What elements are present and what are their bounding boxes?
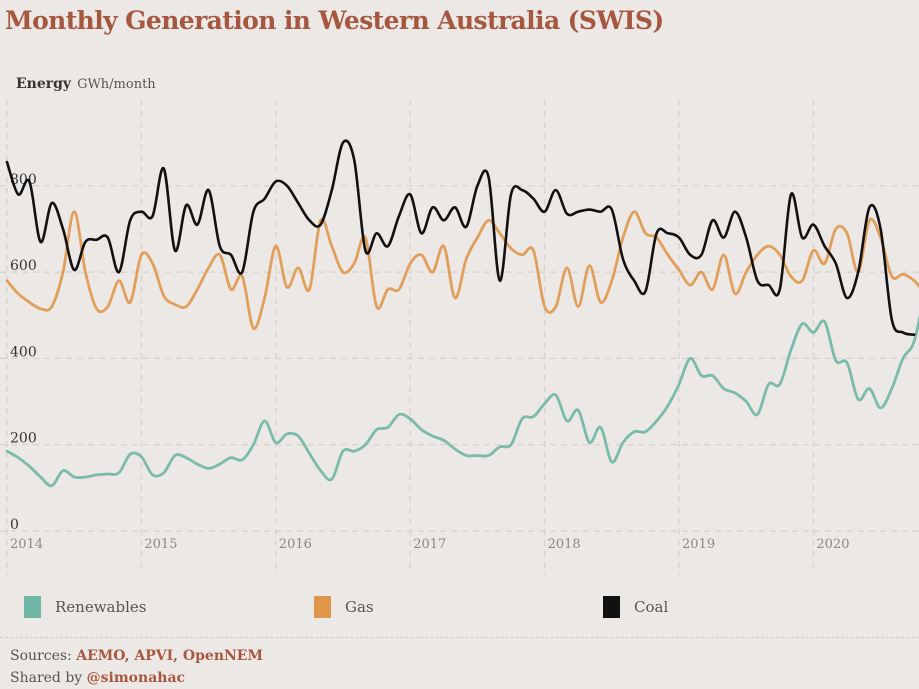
legend-item-coal[interactable]: Coal	[603, 596, 668, 618]
legend-item-gas[interactable]: Gas	[314, 596, 374, 618]
chart-title: Monthly Generation in Western Australia …	[5, 6, 664, 35]
footer-divider	[0, 637, 919, 638]
sources-line: Sources: AEMO, APVI, OpenNEM	[10, 648, 263, 664]
y-tick-label: 600	[10, 258, 37, 274]
x-tick-label: 2014	[10, 537, 43, 552]
legend-label-renewables: Renewables	[55, 598, 147, 616]
sources-prefix: Sources:	[10, 648, 77, 664]
x-tick-labels: 2014 2015 2016 2017 2018 2019 2020	[10, 537, 849, 552]
x-tick-label: 2015	[144, 537, 177, 552]
x-tick-label: 2020	[816, 537, 849, 552]
legend: Renewables Gas Coal	[0, 596, 919, 626]
series-line-gas	[5, 210, 919, 330]
legend-item-renewables[interactable]: Renewables	[24, 596, 146, 618]
x-tick-label: 2018	[548, 537, 581, 552]
series-lines	[5, 139, 919, 488]
shared-handle[interactable]: @simonahac	[86, 670, 186, 686]
legend-label-gas: Gas	[345, 598, 374, 616]
shared-prefix: Shared by	[10, 670, 87, 686]
y-axis-label: Energy	[16, 76, 72, 92]
x-tick-label: 2016	[279, 537, 312, 552]
legend-swatch-coal	[603, 596, 620, 618]
legend-label-coal: Coal	[634, 598, 669, 616]
legend-swatch-renewables	[24, 596, 41, 618]
x-tick-label: 2017	[413, 537, 446, 552]
y-tick-label: 0	[10, 517, 19, 533]
x-tick-label: 2019	[682, 537, 715, 552]
series-line-renewables	[5, 314, 919, 488]
y-axis-title: Energy GWh/month	[16, 73, 156, 92]
y-tick-label: 200	[10, 431, 37, 447]
y-axis-unit: GWh/month	[77, 77, 156, 92]
legend-swatch-gas	[314, 596, 331, 618]
shared-line: Shared by @simonahac	[10, 670, 185, 686]
grid	[0, 100, 919, 575]
series-line-coal	[5, 139, 916, 336]
y-tick-label: 400	[10, 344, 37, 360]
sources-list[interactable]: AEMO, APVI, OpenNEM	[76, 648, 263, 664]
